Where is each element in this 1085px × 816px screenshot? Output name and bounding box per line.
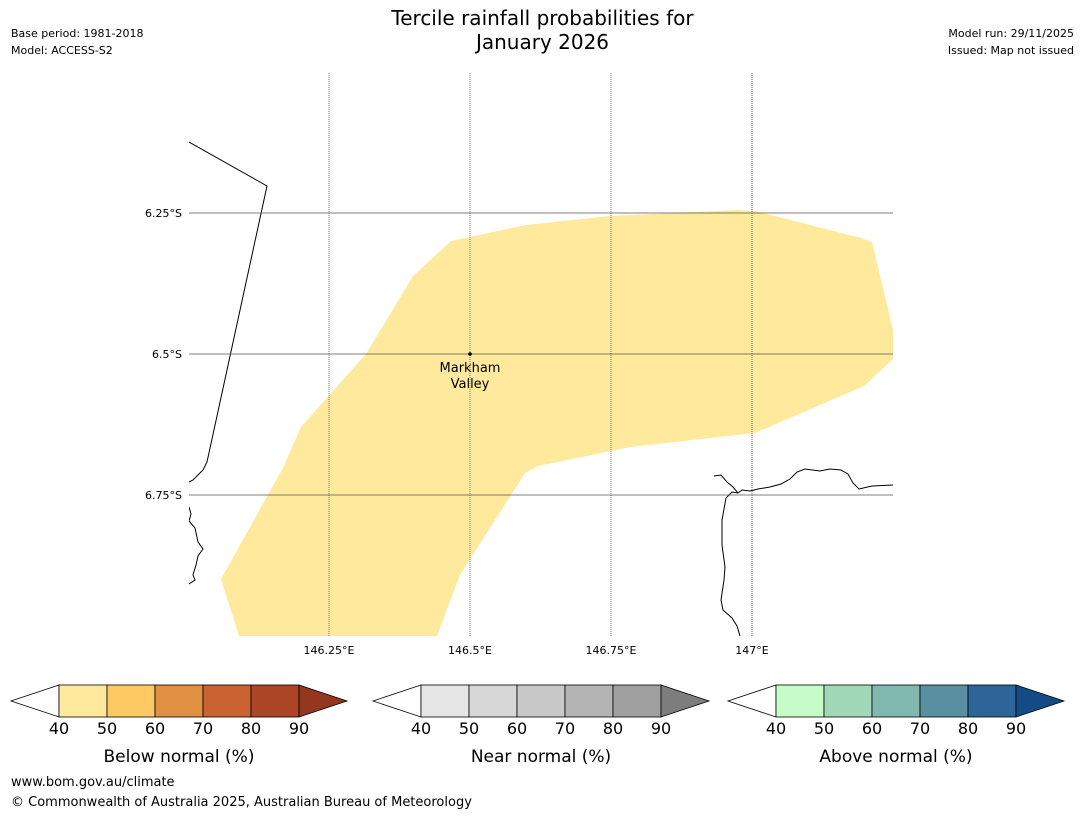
above-normal-tick-40: 40: [766, 719, 786, 738]
above-normal-extend-low: [726, 684, 777, 718]
location-label-line-2: Valley: [451, 377, 490, 392]
near-normal-tick-40: 40: [411, 719, 431, 738]
below-normal-segment-50-60: [106, 684, 156, 718]
lat-label-6-5s: 6.5°S: [152, 348, 182, 361]
lon-label-146-5e: 146.5°E: [448, 644, 492, 657]
near-normal-segment-70-80: [564, 684, 614, 718]
legend-area: 40 50 60 70 80 90 40 50 60 70 80 90 40 50 60 70 80 90 B…: [9, 684, 1066, 767]
near-normal-segment-50-60: [468, 684, 518, 718]
below-normal-tick-80: 80: [241, 719, 261, 738]
model-run-text: Model run: 29/11/2025: [948, 27, 1074, 40]
below-normal-segment-40-50: [58, 684, 108, 718]
issued-text: Issued: Map not issued: [947, 44, 1074, 57]
above-normal-segment-70-80: [919, 684, 969, 718]
model-text: Model: ACCESS-S2: [11, 44, 113, 57]
near-normal-colorbar: 40 50 60 70 80 90: [371, 684, 711, 738]
below-normal-tick-40: 40: [49, 719, 69, 738]
below-normal-tick-50: 50: [97, 719, 117, 738]
below-normal-extend-high: [298, 684, 349, 718]
coastline-west: [189, 141, 268, 483]
above-normal-tick-90: 90: [1006, 719, 1026, 738]
near-normal-tick-80: 80: [603, 719, 623, 738]
near-normal-tick-60: 60: [507, 719, 527, 738]
above-normal-segment-40-50: [775, 684, 825, 718]
lon-label-147e: 147°E: [735, 644, 768, 657]
map-title: Tercile rainfall probabilities for Janua…: [0, 6, 1085, 54]
below-normal-segment-80-90: [250, 684, 300, 718]
above-normal-segment-60-70: [871, 684, 921, 718]
below-normal-tick-60: 60: [145, 719, 165, 738]
lon-label-146-75e: 146.75°E: [586, 644, 637, 657]
base-period-text: Base period: 1981-2018: [11, 27, 144, 40]
coastline-huon-gulf: [713, 468, 893, 494]
above-normal-extend-high: [1015, 684, 1066, 718]
near-normal-tick-50: 50: [459, 719, 479, 738]
graticule: [189, 73, 893, 636]
location-marker: [468, 352, 472, 356]
above-normal-colorbar: 40 50 60 70 80 90: [726, 684, 1066, 738]
above-normal-tick-50: 50: [814, 719, 834, 738]
above-normal-segment-80-90: [967, 684, 1017, 718]
below-normal-extend-low: [9, 684, 60, 718]
lat-label-6-25s: 6.25°S: [145, 207, 182, 220]
near-normal-segment-60-70: [516, 684, 566, 718]
above-normal-tick-70: 70: [910, 719, 930, 738]
below-normal-tick-90: 90: [289, 719, 309, 738]
above-normal-tick-80: 80: [958, 719, 978, 738]
title-line-1: Tercile rainfall probabilities for: [391, 6, 694, 30]
above-normal-tick-60: 60: [862, 719, 882, 738]
near-normal-extend-high: [660, 684, 711, 718]
near-normal-tick-70: 70: [555, 719, 575, 738]
coastline-southwest: [189, 506, 204, 585]
near-normal-segment-40-50: [420, 684, 470, 718]
location-label-line-1: Markham: [440, 361, 501, 376]
coastline-huon-peninsula-west: [720, 491, 741, 636]
below-normal-segment-70-80: [202, 684, 252, 718]
near-normal-segment-80-90: [612, 684, 662, 718]
above-normal-label: Above normal (%): [819, 747, 972, 767]
below-normal-colorbar: 40 50 60 70 80 90: [9, 684, 349, 738]
near-normal-label: Near normal (%): [471, 747, 611, 767]
below-normal-segment-60-70: [154, 684, 204, 718]
title-line-2: January 2026: [475, 30, 610, 54]
rainfall-map: 6.25°S 6.5°S 6.75°S 146.25°E 146.5°E 146…: [145, 73, 893, 657]
near-normal-tick-90: 90: [651, 719, 671, 738]
below-normal-label: Below normal (%): [104, 747, 255, 767]
near-normal-extend-low: [371, 684, 422, 718]
copyright-text: © Commonwealth of Australia 2025, Austra…: [11, 795, 472, 810]
website-link[interactable]: www.bom.gov.au/climate: [11, 775, 175, 790]
above-normal-segment-50-60: [823, 684, 873, 718]
lat-label-6-75s: 6.75°S: [145, 489, 182, 502]
below-normal-shaded-region: [221, 210, 893, 636]
below-normal-tick-70: 70: [193, 719, 213, 738]
lon-label-146-25e: 146.25°E: [304, 644, 355, 657]
